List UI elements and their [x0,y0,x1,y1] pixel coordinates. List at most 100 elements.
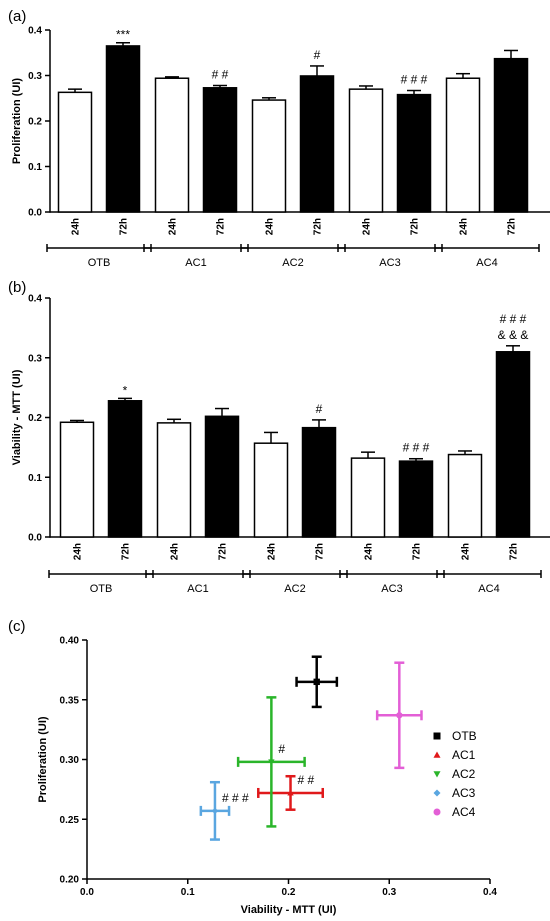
x-tick-label: 0.3 [382,887,396,898]
data-point [313,678,320,686]
legend-label: AC4 [452,805,476,819]
data-point [268,759,275,766]
bar [107,400,143,538]
bar [447,453,483,538]
y-tick-label: 0.3 [28,353,42,364]
group-label: OTB [90,583,113,595]
significance-label: * [123,383,128,397]
significance-label: # # # [403,441,430,455]
bar [59,421,95,538]
x-tick-label: 72h [509,543,520,560]
significance-label: # # # [500,312,527,326]
y-tick-label: 0.4 [28,26,42,37]
group-label: AC1 [187,583,208,595]
x-tick-label: 0.1 [181,887,195,898]
bar [57,91,93,213]
x-tick-label: 0.2 [282,887,296,898]
group-label: AC2 [284,583,305,595]
legend-marker [433,751,441,758]
group-label: AC1 [185,257,206,269]
significance-label: # # [212,68,229,82]
x-tick-label: 72h [119,218,130,235]
x-tick-label: 24h [170,543,181,560]
legend-label: AC2 [452,767,476,781]
significance-label: # [314,48,321,62]
y-axis-label: Viability - MTT (UI) [11,369,23,465]
legend-marker [433,808,441,816]
bar [301,426,337,538]
y-tick-label: 0.4 [28,294,42,305]
x-tick-label: 72h [218,543,229,560]
y-tick-label: 0.2 [28,413,42,424]
panel-label: (b) [8,279,26,296]
significance-label: *** [116,28,130,42]
bar [348,88,384,213]
legend: OTB AC1 AC2 AC3 AC4 [433,729,477,819]
bar [105,45,141,213]
group-label: AC2 [282,257,303,269]
x-tick-label: 72h [315,543,326,560]
bar [204,415,240,538]
bar [251,99,287,213]
y-tick-label: 0.2 [28,117,42,128]
x-tick-label: 24h [459,218,470,235]
x-tick-label: 24h [362,218,373,235]
x-tick-label: 72h [410,218,421,235]
bar [495,351,531,538]
y-tick-label: 0.0 [28,208,42,219]
group-label: AC4 [478,583,499,595]
bar-panel-a: (a) 0.0 0.1 0.2 0.3 0.4 Proliferation (UI) 24h *… [8,8,550,269]
x-tick-label: 24h [168,218,179,235]
bar-panel-b: (b) 0.0 0.1 0.2 0.3 0.4 Viability - MTT (UI) 24… [8,279,550,595]
scatter-panel-c: (c) 0.20 0.25 0.30 0.35 0.40 0.0 0.1 0.2 0.3 0.4 Vi… [8,618,497,916]
y-tick-label: 0.0 [28,533,42,544]
y-tick-label: 0.3 [28,71,42,82]
data-point [396,712,403,719]
x-tick-label: 24h [71,218,82,235]
x-tick-label: 72h [507,218,518,235]
bar [154,77,190,213]
legend-label: AC1 [452,748,476,762]
significance-label: # [316,402,323,416]
panel-label: (c) [8,618,26,635]
x-tick-label: 24h [73,543,84,560]
x-tick-label: 72h [216,218,227,235]
legend-marker [433,789,441,797]
y-tick-label: 0.20 [60,875,80,886]
y-tick-label: 0.1 [28,473,42,484]
significance-label: # # # [401,73,428,87]
y-tick-label: 0.35 [60,695,80,706]
bar [445,77,481,213]
group-label: AC3 [379,257,400,269]
significance-label: # [278,742,285,756]
x-tick-label: 24h [364,543,375,560]
x-tick-label: 24h [265,218,276,235]
x-tick-label: 72h [412,543,423,560]
group-label: AC3 [381,583,402,595]
x-tick-label: 72h [121,543,132,560]
legend-marker [433,732,441,740]
y-axis-label: Proliferation (UI) [11,78,23,165]
legend-marker [433,771,441,778]
data-point [287,789,294,796]
x-tick-label: 72h [313,218,324,235]
legend-label: AC3 [452,786,476,800]
bar [202,87,238,213]
significance-label: # # # [222,791,249,805]
y-tick-label: 0.25 [60,815,80,826]
bar [493,57,529,213]
bar [299,75,335,213]
bar [350,457,386,538]
group-label: OTB [88,257,111,269]
data-point [211,807,219,815]
x-tick-label: 24h [267,543,278,560]
bar [396,93,432,213]
legend-label: OTB [452,729,477,743]
bar [156,422,192,538]
panel-label: (a) [8,8,26,25]
significance-label: & & & [498,328,529,342]
bar [398,460,434,538]
x-tick-label: 0.0 [80,887,94,898]
x-tick-label: 24h [461,543,472,560]
